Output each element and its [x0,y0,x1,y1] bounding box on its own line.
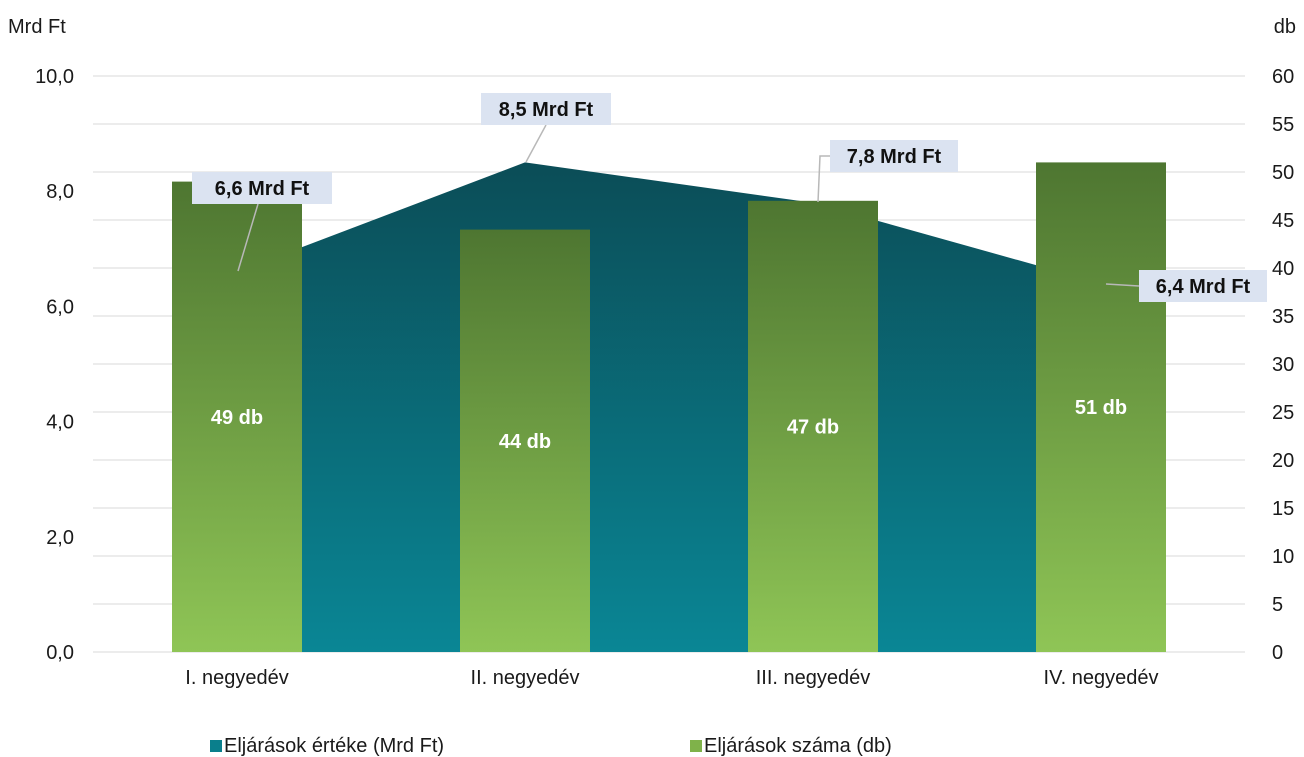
right-tick-label: 35 [1272,306,1294,328]
bar-data-label: 47 db [787,416,839,438]
bar-data-label: 51 db [1075,397,1127,419]
left-tick-label: 4,0 [46,412,74,434]
right-tick-label: 55 [1272,114,1294,136]
area-data-label: 6,4 Mrd Ft [1156,276,1251,298]
right-tick-label: 5 [1272,594,1283,616]
x-axis-ticks: I. negyedév II. negyedév III. negyedév IV. … [185,667,1158,689]
left-tick-label: 8,0 [46,181,74,203]
right-tick-label: 25 [1272,402,1294,424]
x-tick-label: II. negyedév [471,667,580,689]
legend: Eljárások értéke (Mrd Ft) Eljárások szám… [210,735,892,757]
left-tick-label: 2,0 [46,527,74,549]
bar [1036,162,1166,652]
area-series [237,162,1101,652]
right-tick-label: 10 [1272,546,1294,568]
leader-line [525,124,547,163]
left-tick-label: 0,0 [46,642,74,664]
right-tick-label: 0 [1272,642,1283,664]
left-tick-label: 10,0 [35,66,74,88]
leader-line [237,203,259,272]
legend-label-bar: Eljárások száma (db) [704,735,892,757]
x-tick-label: IV. negyedév [1044,667,1159,689]
x-tick-label: III. negyedév [756,667,871,689]
area-data-label-box [1139,270,1267,302]
right-tick-label: 50 [1272,162,1294,184]
x-tick-label: I. negyedév [185,667,288,689]
right-tick-label: 45 [1272,210,1294,232]
leader-lines [237,124,1140,287]
right-tick-label: 15 [1272,498,1294,520]
bar [460,229,590,652]
right-tick-label: 40 [1272,258,1294,280]
area-data-label-box [830,140,958,172]
right-tick-label: 30 [1272,354,1294,376]
left-axis-label: Mrd Ft [8,16,66,38]
right-axis-label: db [1274,16,1296,38]
leader-line [817,155,830,203]
data-labels: 49 db 44 db 47 db 51 db 6,6 Mrd Ft 8,5 Mrd Ft… [192,93,1267,453]
bar [172,181,302,652]
legend-label-area: Eljárások értéke (Mrd Ft) [224,735,444,757]
legend-swatch-area [210,740,222,752]
area-data-label-box [481,93,611,125]
left-axis-ticks: 0,0 2,0 4,0 6,0 8,0 10,0 [35,66,74,664]
bar-series [172,162,1166,653]
area-data-label-box [192,172,332,204]
right-tick-label: 20 [1272,450,1294,472]
right-tick-label: 60 [1272,66,1294,88]
bar-data-label: 44 db [499,431,551,453]
area-fill [237,162,1101,652]
legend-swatch-bar [690,740,702,752]
leader-line [1105,283,1140,287]
bar [748,200,878,653]
area-data-label: 7,8 Mrd Ft [847,146,942,168]
area-data-label: 8,5 Mrd Ft [499,99,594,121]
bar-data-label: 49 db [211,407,263,429]
right-axis-ticks: 0 5 10 15 20 25 30 35 40 45 50 55 60 [1272,66,1294,664]
left-tick-label: 6,0 [46,296,74,318]
area-data-label: 6,6 Mrd Ft [215,178,310,200]
